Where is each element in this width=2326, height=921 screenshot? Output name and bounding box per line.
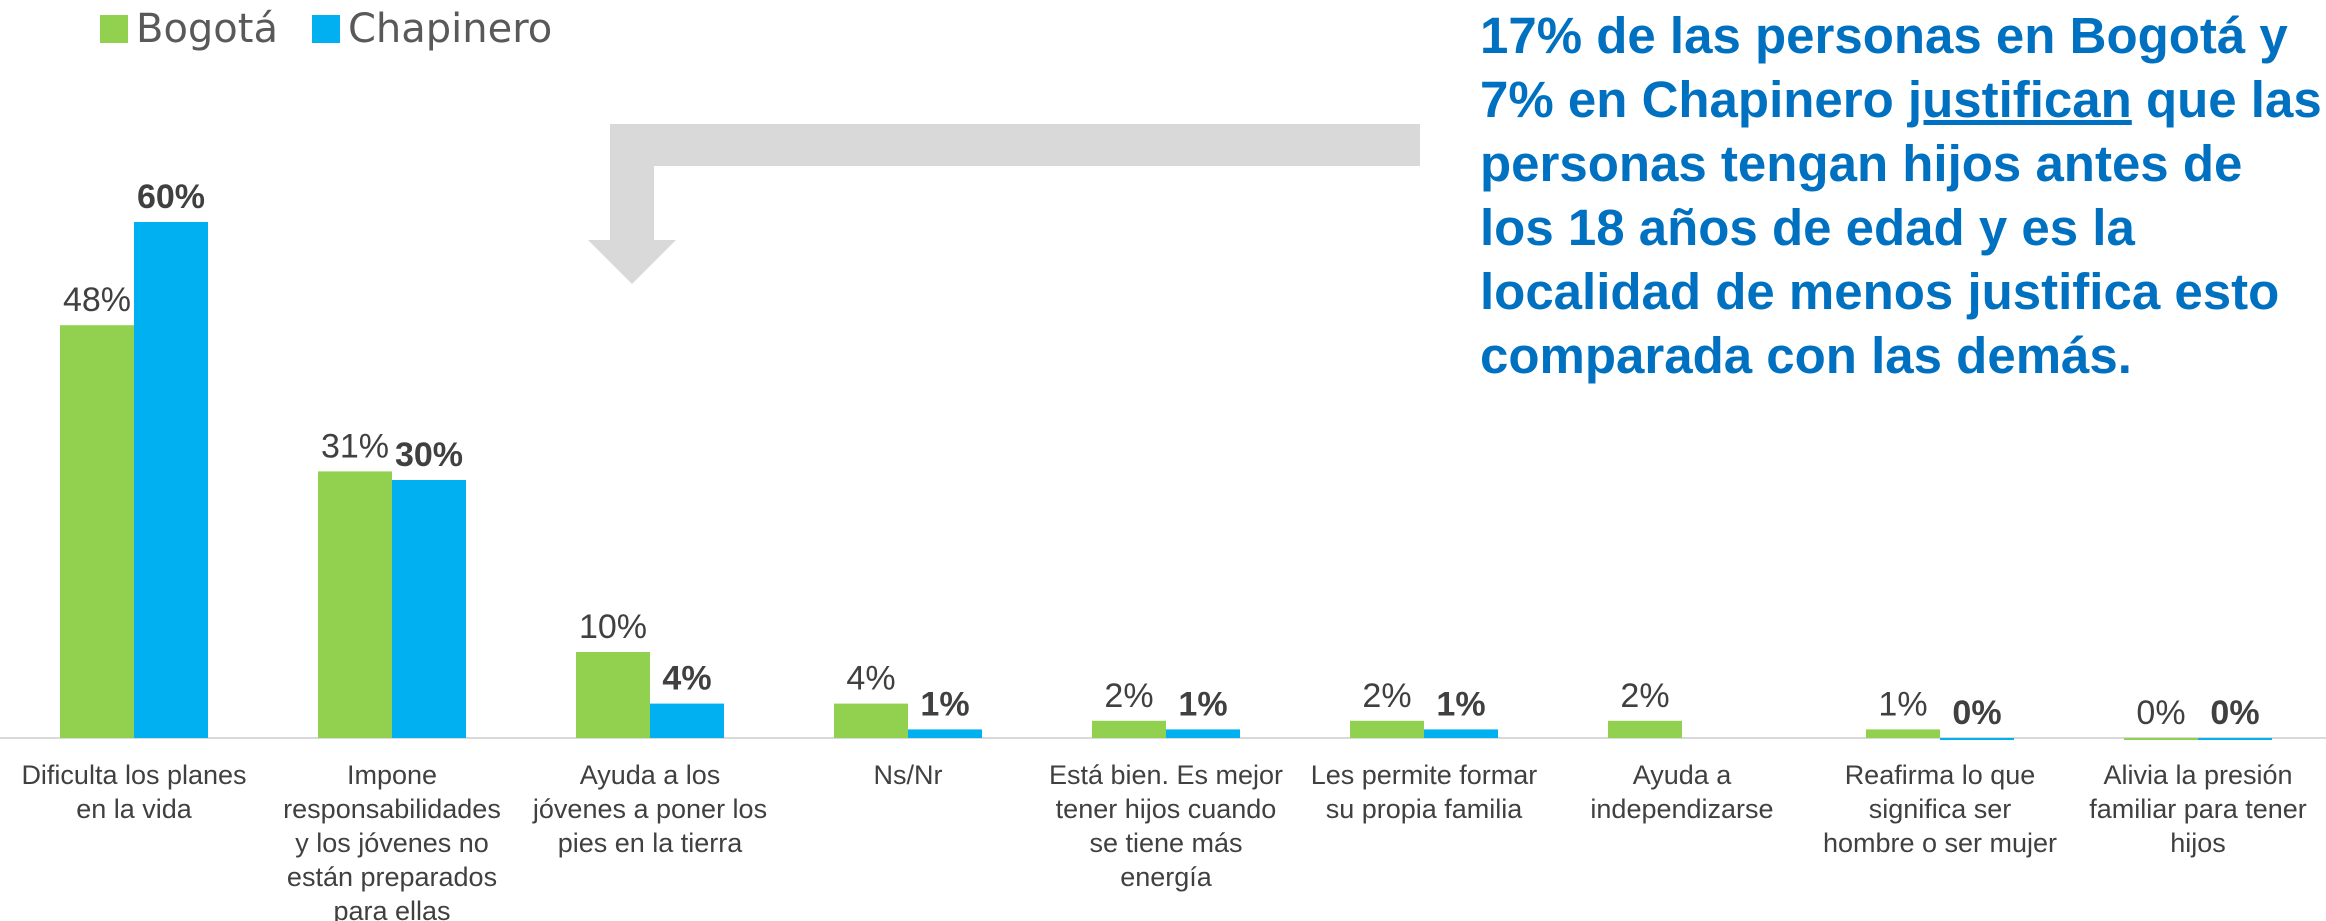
headline-underlined: justifican [1907,71,2132,128]
bar-bogota-0 [60,325,134,738]
bar-bogota-8 [2124,738,2198,740]
bar-chapinero-1 [392,480,466,738]
data-label-bogota-8: 0% [2136,694,2185,732]
bar-chapinero-7 [1940,738,2014,740]
bar-bogota-5 [1350,720,1424,738]
data-label-chapinero-3: 1% [920,685,969,723]
bar-bogota-7 [1866,729,1940,738]
category-label-1: Impone responsabilidades y los jóvenes no e… [283,760,501,921]
data-label-bogota-6: 2% [1620,677,1669,715]
data-label-bogota-3: 4% [846,660,895,698]
legend-swatch-chapinero [311,15,340,43]
arrow-graphic [588,124,1420,284]
legend: Bogotá Chapinero [100,6,552,52]
data-label-chapinero-2: 4% [662,660,711,698]
category-label-0: Dificulta los planes en la vida [21,760,246,824]
data-labels-group: 48% 60% 31% 30% 10% 4% 4% 1% 2% 1% 2% 1% 2% 1% 0% 0% 0% [63,178,2260,732]
bar-bogota-2 [576,652,650,738]
headline-part1: 17% de las personas en Bogotá y 7% en Ch… [1480,7,2302,128]
bar-chapinero-2 [650,703,724,738]
category-label-8: Alivia la presión familiar para tener hijo… [2089,760,2307,858]
data-label-chapinero-7: 0% [1952,694,2001,732]
bar-bogota-1 [318,471,392,738]
bar-chapinero-4 [1166,729,1240,738]
data-label-bogota-5: 2% [1362,677,1411,715]
data-label-chapinero-4: 1% [1178,685,1227,723]
data-label-bogota-0: 48% [63,281,131,319]
bar-chapinero-3 [908,729,982,738]
data-label-chapinero-8: 0% [2210,694,2259,732]
data-label-chapinero-1: 30% [395,436,463,474]
bar-bogota-3 [834,703,908,738]
bar-chapinero-5 [1424,729,1498,738]
headline-text: 17% de las personas en Bogotá y 7% en Ch… [1480,4,2326,388]
category-label-2: Ayuda a los jóvenes a poner los pies en la… [532,760,767,858]
bar-chapinero-8 [2198,738,2272,740]
legend-swatch-bogota [100,15,128,43]
data-label-bogota-4: 2% [1104,677,1153,715]
data-label-bogota-2: 10% [579,608,647,646]
legend-label-bogota: Bogotá [136,6,278,52]
data-label-bogota-7: 1% [1878,685,1927,723]
bars-group [60,222,2272,740]
legend-label-chapinero: Chapinero [347,6,553,52]
bar-bogota-6 [1608,720,1682,738]
bar-chapinero-0 [134,222,208,738]
headline-part2: que las personas tengan hijos antes de l… [1480,71,2322,384]
category-label-3: Ns/Nr [874,760,943,790]
bar-bogota-4 [1092,720,1166,738]
legend-item-bogota: Bogotá [100,6,278,52]
data-label-bogota-1: 31% [321,427,389,465]
category-labels-group: Dificulta los planes en la vida Impone resp… [21,760,2306,921]
legend-item-chapinero: Chapinero [311,6,553,52]
category-label-7: Reafirma lo que significa ser hombre o ser… [1823,760,2057,858]
data-label-chapinero-0: 60% [137,178,205,216]
category-label-5: Les permite formar su propia familia [1311,760,1538,824]
data-label-chapinero-5: 1% [1436,685,1485,723]
category-label-4: Está bien. Es mejor tener hijos cuando se … [1049,760,1283,892]
category-label-6: Ayuda a independizarse [1590,760,1773,824]
